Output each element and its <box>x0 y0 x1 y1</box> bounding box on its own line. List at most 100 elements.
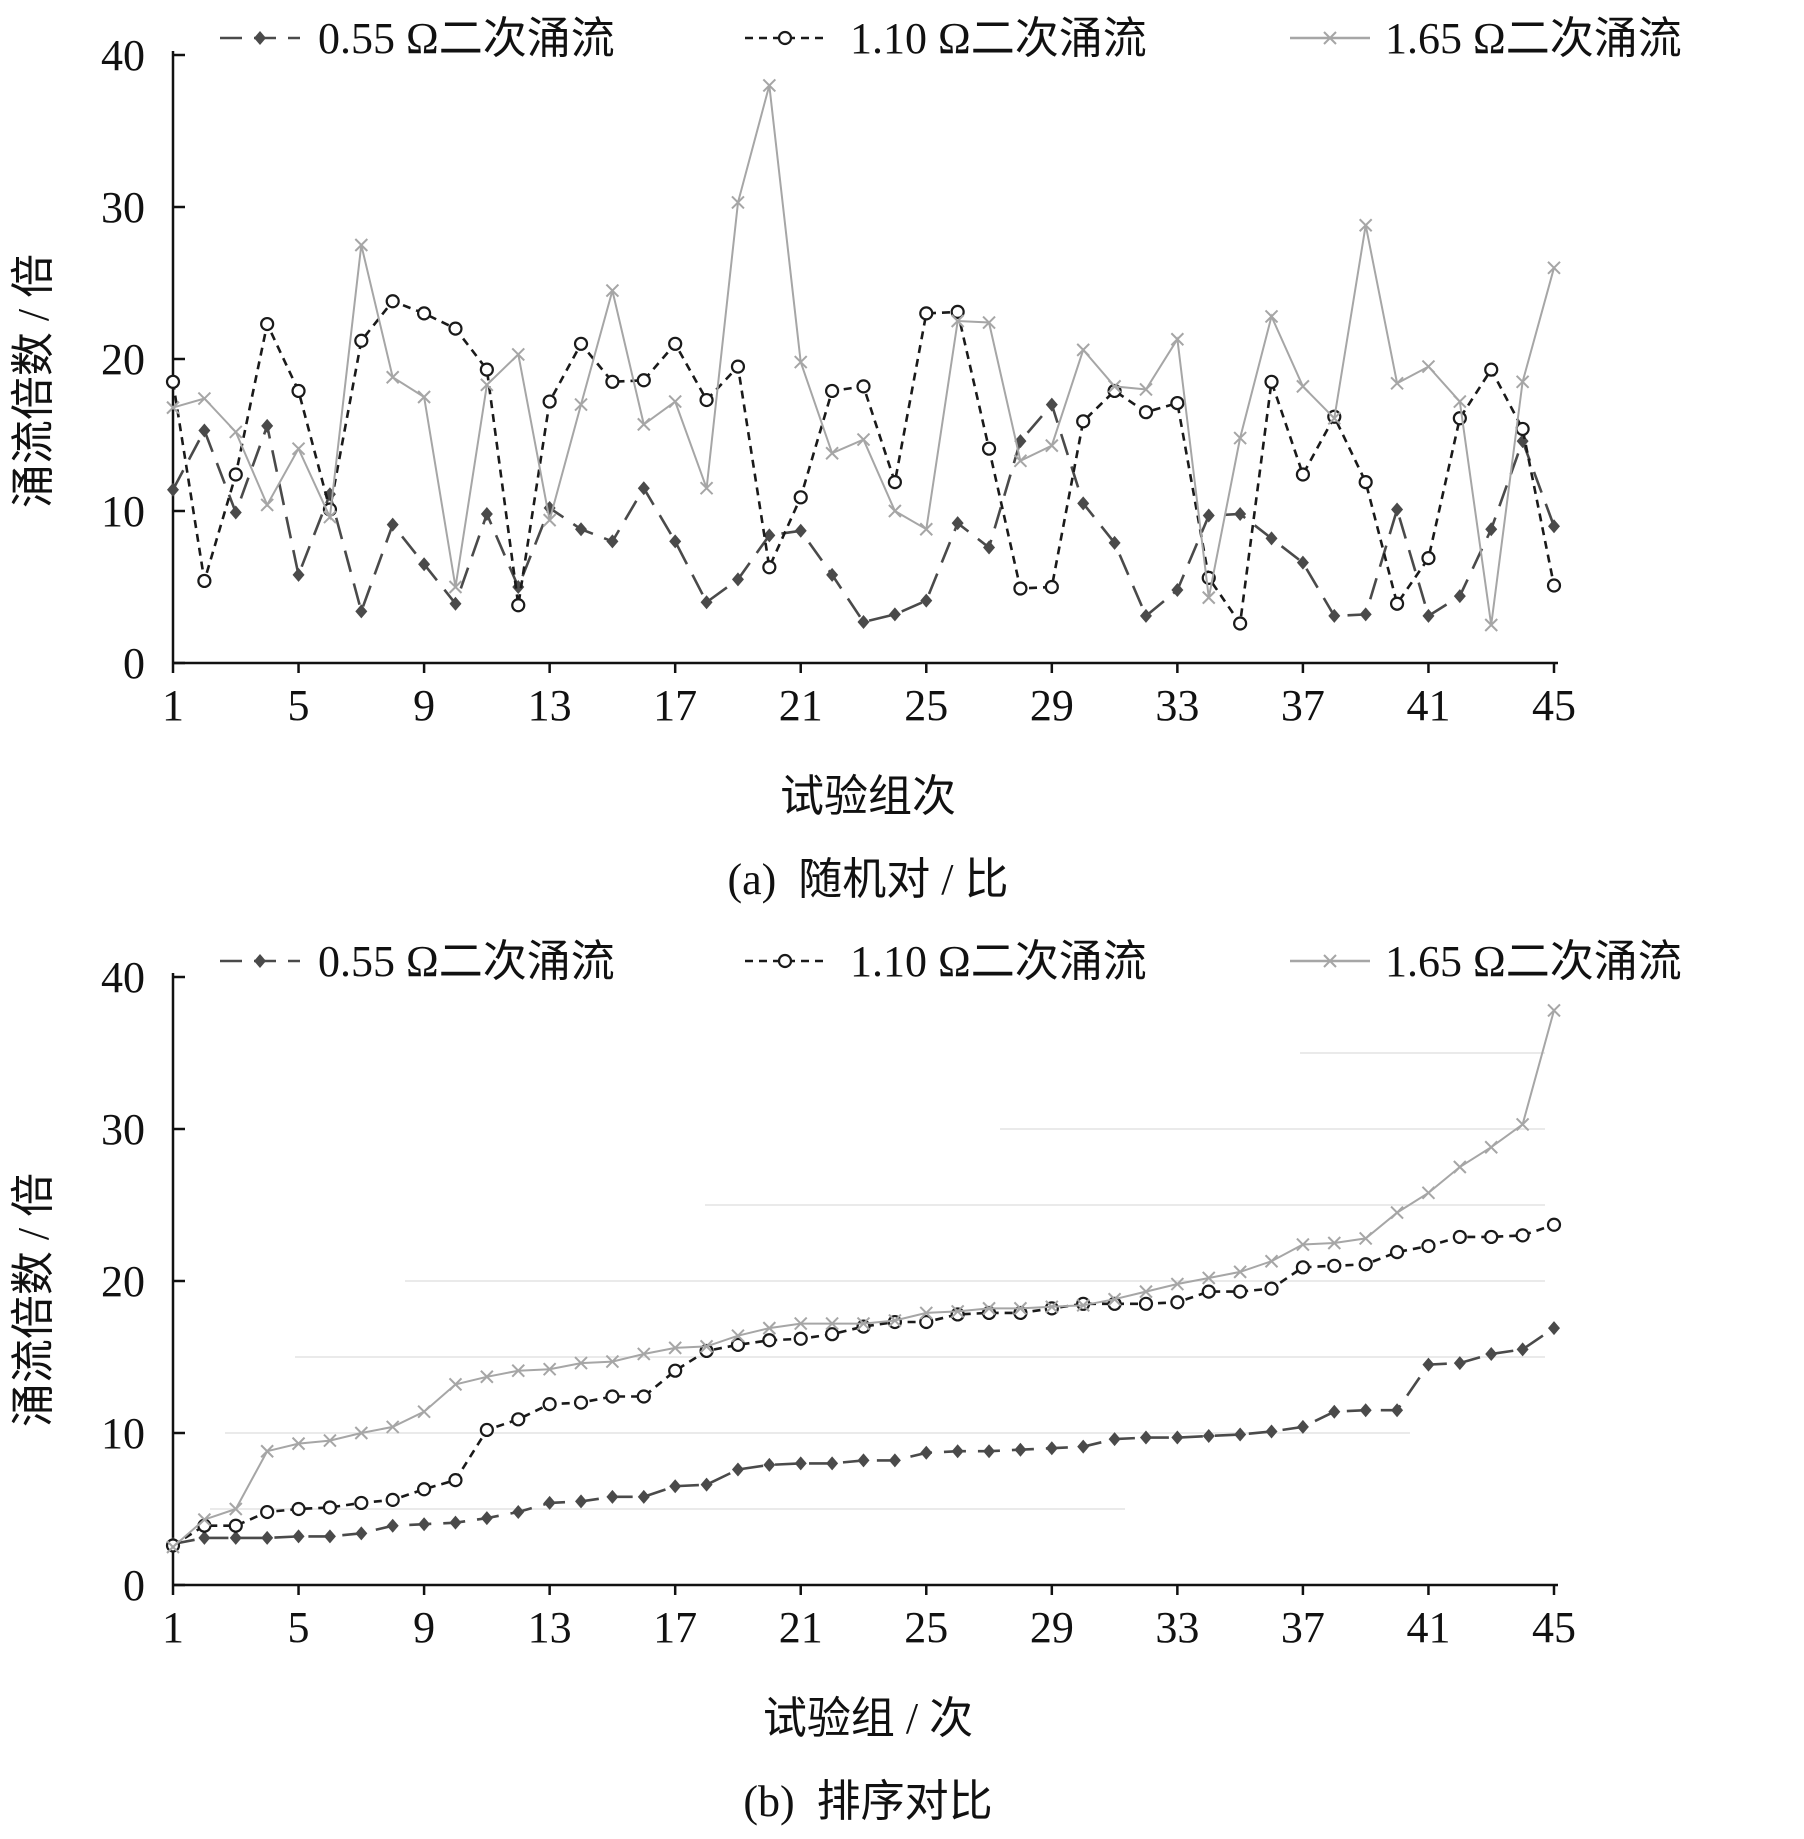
data-point <box>448 1473 463 1488</box>
x-marker-stroke <box>668 1341 682 1355</box>
x-marker-stroke <box>542 513 557 527</box>
series-3 <box>166 1003 1561 1554</box>
series-line <box>171 401 1556 624</box>
legend-label: 1.65 Ω二次涌流 <box>1385 14 1682 63</box>
legend-label: 1.10 Ω二次涌流 <box>850 14 1147 63</box>
legend-item-1: 0.55 Ω二次涌流 <box>220 937 615 986</box>
x-tick-label: 33 <box>1155 681 1199 730</box>
x-marker-stroke <box>385 1420 400 1434</box>
x-tick-label: 13 <box>528 681 572 730</box>
x-marker-stroke <box>1327 411 1342 425</box>
data-point <box>1044 579 1059 595</box>
data-point <box>605 1354 620 1369</box>
data-point <box>1548 519 1560 534</box>
x-marker-stroke <box>1076 1298 1090 1313</box>
data-point <box>1296 1419 1309 1434</box>
x-marker-stroke <box>542 1362 557 1376</box>
data-point <box>1107 379 1122 394</box>
data-point <box>983 540 996 555</box>
x-tick-label: 1 <box>162 1603 184 1652</box>
data-point <box>1358 475 1373 490</box>
data-point <box>605 1389 620 1404</box>
legend-b: 0.55 Ω二次涌流 1.10 Ω二次涌流 1.65 Ω二次涌流 <box>220 937 1682 986</box>
x-marker-stroke <box>354 238 369 252</box>
data-point <box>575 1494 588 1509</box>
data-point <box>1547 261 1561 275</box>
x-tick-label: 21 <box>779 1603 823 1652</box>
data-point <box>322 1500 338 1515</box>
data-point <box>1139 1430 1152 1445</box>
x-marker-stroke <box>229 1502 243 1516</box>
data-point <box>260 498 274 512</box>
x-marker-stroke <box>1107 379 1122 394</box>
x-marker-stroke <box>1327 1236 1342 1250</box>
data-point <box>386 1518 399 1533</box>
data-point <box>763 1457 776 1472</box>
data-point <box>1171 583 1184 598</box>
data-point <box>385 294 400 309</box>
y-axis-label-b: 涌流倍数 / 倍 <box>9 1173 58 1427</box>
data-point <box>1390 376 1404 391</box>
data-point <box>1045 1441 1058 1456</box>
x-tick-label: 17 <box>653 1603 697 1652</box>
data-point <box>1234 507 1247 522</box>
x-marker-stroke <box>197 391 212 406</box>
data-point <box>511 1412 526 1427</box>
data-point <box>1421 1238 1436 1254</box>
data-point <box>637 481 650 496</box>
legend-swatch-marker <box>254 954 266 968</box>
axes-a: 0 10 20 30 40 1 5 9 13 17 21 25 29 33 37 41 45 <box>101 31 1576 730</box>
data-point <box>637 1489 650 1504</box>
data-point <box>1264 1281 1279 1296</box>
data-point <box>416 306 432 321</box>
series-line <box>172 1223 1555 1547</box>
x-tick-label: 29 <box>1030 681 1074 730</box>
data-point <box>354 238 369 252</box>
y-tick-label: 40 <box>101 953 145 1002</box>
data-point <box>605 374 620 389</box>
x-marker-stroke <box>1421 359 1436 374</box>
x-marker-stroke <box>291 441 306 456</box>
data-point <box>950 304 965 319</box>
data-point <box>668 1341 682 1355</box>
data-point <box>731 1329 745 1343</box>
series-layer-b <box>165 1003 1562 1554</box>
data-point <box>1233 431 1247 445</box>
data-point <box>291 1436 306 1451</box>
data-point <box>700 1477 713 1492</box>
x-marker-stroke <box>762 78 777 93</box>
x-marker-stroke <box>919 522 933 536</box>
x-marker-stroke <box>1515 375 1530 389</box>
data-point <box>228 1518 243 1533</box>
data-point <box>1422 608 1435 623</box>
data-point <box>825 383 840 399</box>
data-point <box>418 1517 431 1532</box>
x-marker-stroke <box>323 1433 337 1448</box>
x-tick-label: 5 <box>288 1603 310 1652</box>
series-line <box>171 299 1556 628</box>
data-point <box>1515 1228 1530 1243</box>
data-point <box>825 1316 839 1331</box>
x-marker-stroke <box>448 580 463 594</box>
data-point <box>1045 397 1058 412</box>
x-tick-label: 9 <box>413 681 435 730</box>
data-point <box>1233 1265 1247 1279</box>
data-point <box>1264 1254 1279 1268</box>
data-point <box>479 1422 494 1438</box>
data-point <box>386 517 399 532</box>
data-point <box>1234 1427 1247 1442</box>
data-point <box>1453 1160 1467 1174</box>
data-point <box>636 373 651 388</box>
data-point <box>888 1453 901 1468</box>
data-point <box>574 1356 588 1370</box>
data-point <box>919 306 934 321</box>
data-point <box>1045 1300 1059 1314</box>
data-point <box>261 418 274 433</box>
y-axis-label-a: 涌流倍数 / 倍 <box>9 254 58 508</box>
x-marker-stroke <box>260 498 274 512</box>
data-point <box>449 596 462 611</box>
data-point <box>919 522 933 536</box>
data-point <box>699 1339 714 1354</box>
data-point <box>1328 608 1341 623</box>
